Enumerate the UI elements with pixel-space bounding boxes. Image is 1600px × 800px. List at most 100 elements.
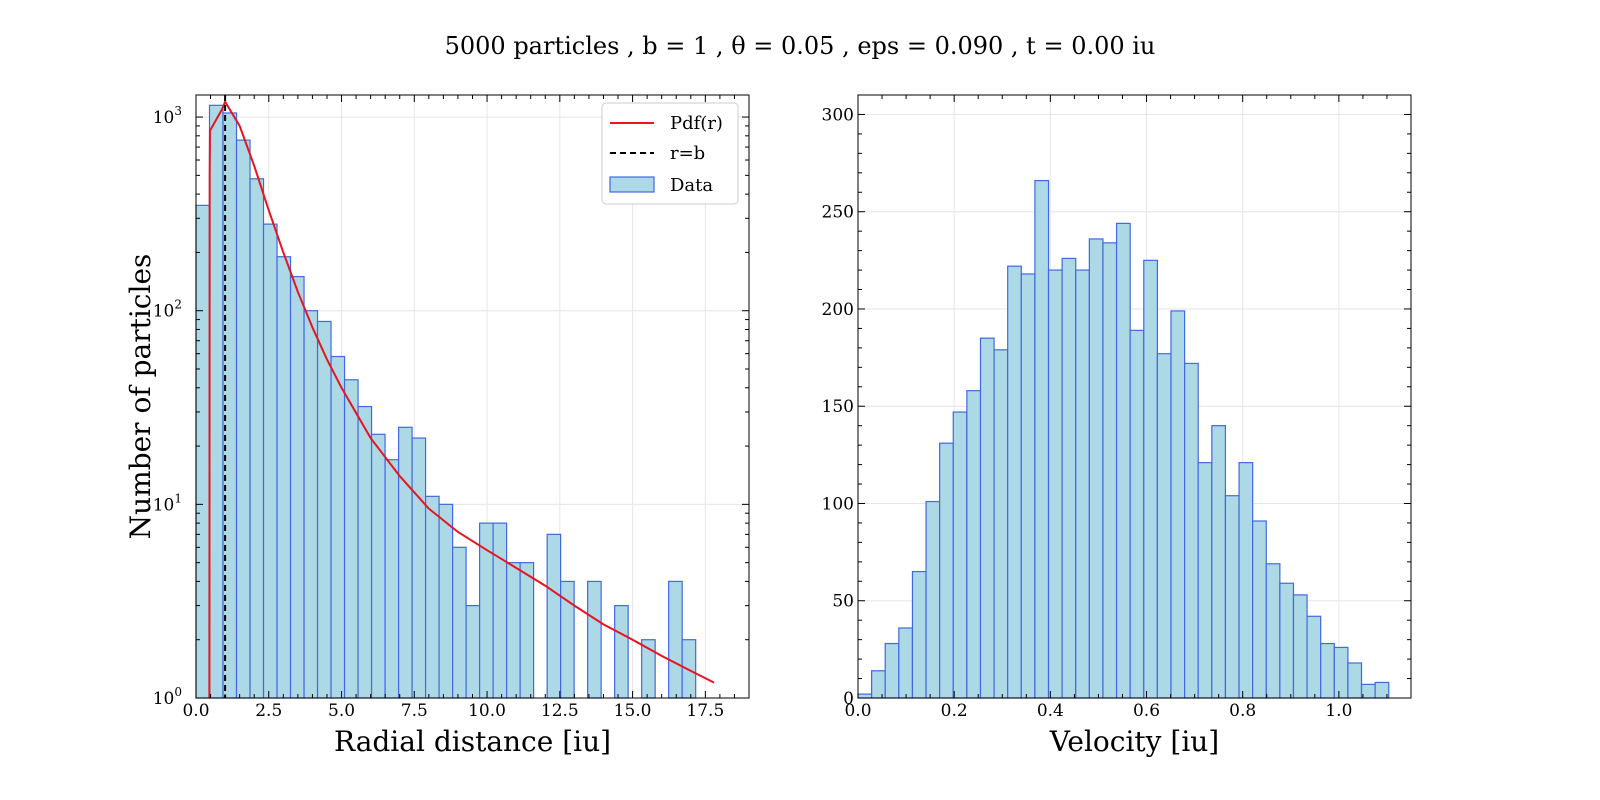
histogram-bar [316,320,332,699]
y-tick-label: 50 [832,592,854,612]
histogram-bar [1265,563,1281,699]
histogram-bar [1184,362,1199,699]
x-tick-label: 0.2 [941,701,968,721]
histogram-bar [1034,179,1050,699]
histogram-bar [1333,646,1349,699]
legend-data-swatch [609,176,655,193]
histogram-bar [492,522,508,699]
histogram-bar [1170,310,1186,699]
histogram-bar [1292,594,1308,699]
velocity-histogram: 0.0 0.2 0.4 0.6 0.8 1.0 0 50 100 150 200 250 300 Velo… [822,94,1412,758]
x-tick-label: 0.8 [1229,701,1256,721]
x-tick-label: 2.5 [255,701,282,721]
y-tick-label: 100 [822,494,854,514]
radial-distance-histogram: 0.0 2.5 5.0 7.5 10.0 12.5 15.0 17.5100101102103… [124,94,750,758]
histogram-bar [993,349,1009,699]
legend: Pdf(r) r=b Data [601,102,739,205]
legend-pdf-label: Pdf(r) [670,113,723,134]
figure-title: 5000 particles , b = 1 , θ = 0.05 , eps … [444,32,1156,60]
histogram-bar [1238,462,1254,699]
histogram-bar [966,390,982,699]
y-tick-exponent: 3 [174,104,182,118]
x-tick-label: 0.6 [1133,701,1160,721]
y-tick-exponent: 1 [174,491,182,505]
histogram-bar [506,562,521,699]
histogram-bar [546,533,562,699]
y-tick-label: 150 [822,397,854,417]
histogram-bar [884,642,900,699]
y-tick-label: 103 [153,104,182,128]
histogram-bar [519,562,535,699]
histogram-bar [330,355,346,699]
histogram-bar [1020,273,1036,699]
x-tick-label: 0.4 [1037,701,1064,721]
histogram-bar [438,503,454,699]
y-tick-exponent: 2 [174,298,182,312]
histogram-bar [979,337,995,699]
y-tick-label: 100 [153,685,182,709]
histogram-bar [465,605,481,699]
histogram-bar [911,570,927,699]
histogram-bar [1211,425,1227,699]
histogram-bar [1061,257,1077,699]
histogram-bar [276,256,292,699]
y-tick-label: 250 [822,203,854,223]
histogram-bar [1224,495,1240,699]
histogram-bar [1007,265,1022,699]
y-tick-label: 101 [153,491,182,515]
x-axis-label: Radial distance [iu] [334,725,611,758]
histogram-bar [1143,259,1158,699]
y-tick-base: 10 [153,689,175,709]
histogram-bar [249,178,265,699]
pdf-curve [208,99,715,699]
y-tick-label: 0 [843,689,854,709]
histogram-bar [397,426,413,699]
x-tick-label: 15.0 [614,701,652,721]
histogram-bar [1347,662,1363,699]
histogram-bar [235,139,251,699]
y-tick-exponent: 0 [174,685,182,699]
histogram-bar [1306,615,1322,699]
histogram-bar [1320,642,1335,699]
histogram-bar [424,495,440,699]
histogram-bar [262,223,278,699]
histogram-bar [1088,238,1104,699]
histogram-bar [1252,520,1267,699]
x-tick-label: 12.5 [541,701,579,721]
histogram-bar [898,627,914,699]
histogram-bar [1075,269,1090,699]
y-tick-base: 10 [153,108,175,128]
legend-data-label: Data [670,175,713,196]
histogram-bar [939,442,954,699]
histogram-bar [208,104,224,699]
histogram-bar [668,580,683,699]
histogram-bar [1279,582,1295,699]
x-tick-label: 5.0 [328,701,355,721]
histogram-bar [370,433,386,699]
legend-rb-label: r=b [670,143,705,164]
y-tick-label: 200 [822,300,854,320]
histogram-bar [411,437,427,699]
histogram-bar [1197,462,1213,699]
histogram-bar [1156,353,1172,699]
histogram-bar [925,500,941,699]
y-tick-base: 10 [153,302,175,322]
histogram-bar [289,276,305,699]
histogram-bar [587,580,602,699]
y-tick-base: 10 [153,495,175,515]
histogram-bar [303,310,319,699]
histogram-bar [1102,242,1118,699]
x-tick-label: 10.0 [468,701,506,721]
histogram-bar [614,605,629,699]
histogram-bar [451,546,467,699]
histogram-bar [857,693,873,699]
x-tick-label: 17.5 [686,701,724,721]
histogram-bar [357,405,373,699]
x-tick-label: 0.0 [182,701,209,721]
x-tick-label: 0.0 [844,701,871,721]
histogram-bar [1047,269,1063,699]
x-axis-label: Velocity [iu] [1049,725,1219,758]
plot-frame [857,94,1412,699]
histogram-bar [343,379,359,699]
y-tick-label: 300 [822,105,854,125]
